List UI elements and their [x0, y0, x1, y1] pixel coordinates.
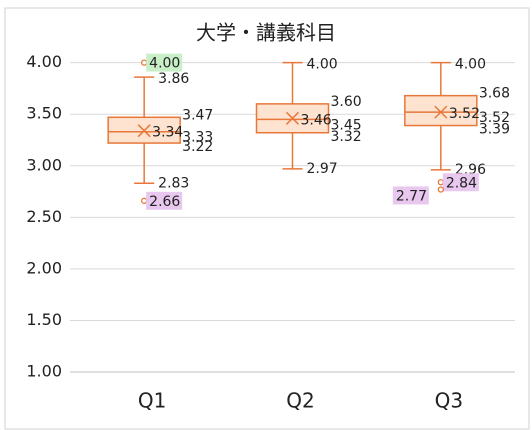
value-label: 2.83: [158, 175, 189, 191]
value-label: 3.46: [301, 112, 332, 128]
value-label: 3.22: [182, 139, 213, 155]
x-tick-label: Q2: [286, 389, 314, 413]
y-tick-label: 1.00: [26, 362, 62, 381]
y-tick-label: 2.50: [26, 207, 62, 226]
value-label: 3.68: [479, 86, 510, 102]
y-tick-label: 2.00: [26, 258, 62, 277]
outlier-label-bg: [146, 191, 183, 210]
value-label: 3.45: [331, 117, 362, 133]
y-tick-label: 4.00: [26, 52, 62, 71]
value-label: 3.32: [331, 129, 362, 145]
value-label: 3.52: [479, 110, 510, 126]
mean-marker: [285, 111, 300, 125]
x-tick-label: Q1: [138, 389, 166, 413]
value-label: 2.84: [446, 175, 477, 191]
chart-frame: [4, 7, 530, 430]
outlier: [437, 186, 444, 193]
value-label: 4.00: [307, 57, 338, 73]
outlier: [141, 59, 148, 66]
value-label: 3.52: [449, 106, 480, 122]
outlier: [141, 197, 148, 204]
outlier-label-bg: [146, 53, 183, 72]
value-label: 3.47: [182, 107, 213, 123]
outlier-label-bg: [442, 173, 479, 192]
outlier-label-bg: [392, 186, 429, 205]
mean-marker: [137, 124, 151, 138]
y-tick-label: 1.50: [26, 310, 62, 329]
outlier: [437, 179, 444, 186]
x-tick-label: Q3: [435, 389, 463, 413]
value-label: 2.77: [396, 188, 427, 204]
value-label: 2.97: [307, 161, 338, 177]
value-label: 3.86: [158, 71, 189, 87]
box: [404, 94, 478, 127]
mean-marker: [434, 105, 448, 119]
value-label: 3.60: [331, 94, 362, 110]
value-label: 3.33: [182, 130, 213, 146]
value-label: 2.66: [149, 194, 180, 210]
y-tick-label: 3.50: [26, 104, 62, 123]
y-tick-label: 3.00: [26, 155, 62, 174]
value-label: 3.34: [152, 125, 183, 141]
value-label: 3.39: [479, 122, 510, 138]
value-label: 4.00: [455, 57, 486, 73]
value-label: 4.00: [149, 56, 180, 72]
chart-title: 大学・講義科目: [196, 21, 336, 45]
